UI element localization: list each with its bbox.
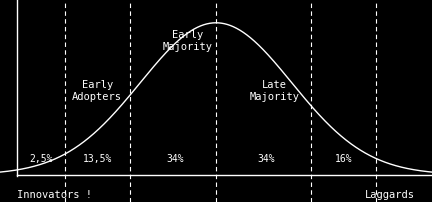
Text: Early
Majority: Early Majority	[163, 30, 213, 52]
Text: Late
Majority: Late Majority	[249, 80, 299, 102]
Text: 34%: 34%	[166, 154, 184, 164]
Text: 34%: 34%	[257, 154, 274, 164]
Text: Early
Adopters: Early Adopters	[72, 80, 122, 102]
Text: Innovators !: Innovators !	[17, 190, 92, 200]
Text: Laggards: Laggards	[365, 190, 415, 200]
Text: 13,5%: 13,5%	[83, 154, 112, 164]
Text: 16%: 16%	[335, 154, 352, 164]
Text: 2,5%: 2,5%	[29, 154, 53, 164]
